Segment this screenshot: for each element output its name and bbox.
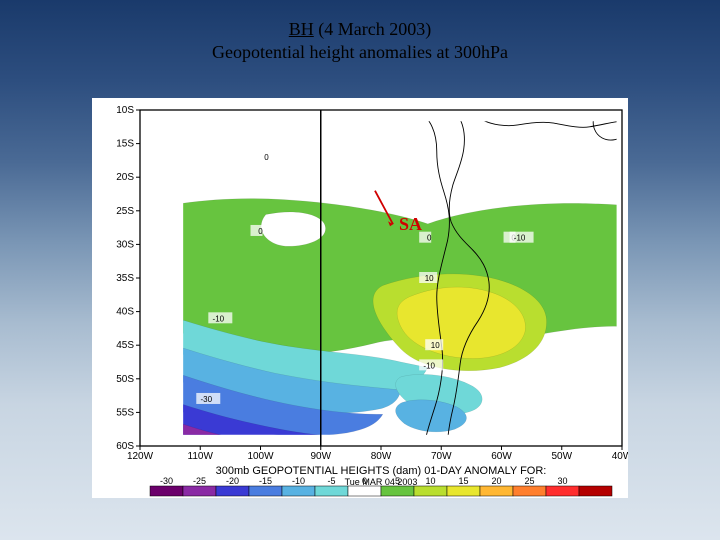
contour-label: -30 (200, 395, 212, 404)
colorbar-swatch (348, 486, 381, 496)
title-prefix: BH (289, 19, 314, 39)
colorbar-swatch (150, 486, 183, 496)
xtick-label: 120W (127, 451, 154, 462)
colorbar-label: -5 (327, 476, 335, 486)
xtick-label: 90W (310, 451, 331, 462)
xtick-label: 70W (431, 451, 452, 462)
colorbar-swatch (183, 486, 216, 496)
contour-label: 0 (258, 227, 263, 236)
xtick-label: 40W (612, 451, 628, 462)
colorbar-swatch (579, 486, 612, 496)
ytick-label: 55S (116, 407, 134, 418)
contour-label: -10 (423, 361, 435, 370)
ytick-label: 30S (116, 239, 134, 250)
contour-label: 10 (425, 274, 434, 283)
colorbar-swatch (480, 486, 513, 496)
colorbar-label: -30 (160, 476, 173, 486)
colorbar-label: 10 (425, 476, 435, 486)
ytick-label: 25S (116, 206, 134, 217)
xtick-label: 60W (491, 451, 512, 462)
colorbar-label: 20 (491, 476, 501, 486)
ytick-label: 40S (116, 307, 134, 318)
colorbar-label: -20 (226, 476, 239, 486)
ytick-label: 45S (116, 340, 134, 351)
colorbar-swatch (381, 486, 414, 496)
footer-sub1: Tue MAR 04 2003 (345, 477, 418, 487)
colorbar-swatch (546, 486, 579, 496)
colorbar-swatch (315, 486, 348, 496)
colorbar-swatch (414, 486, 447, 496)
contour-label: 0 (264, 153, 269, 162)
contour-label: 0 (427, 234, 432, 243)
chart-svg: 0 0 0 0 10 10 -10 -10 -10 -30 SA 10S 15S 20S 25S 30S 35… (92, 98, 628, 498)
chart-panel: 0 0 0 0 10 10 -10 -10 -10 -30 SA 10S 15S 20S 25S 30S 35… (92, 98, 628, 498)
xtick-label: 80W (371, 451, 392, 462)
colorbar-label: 5 (395, 476, 400, 486)
colorbar-label: 0 (362, 476, 367, 486)
title-line1: BH (4 March 2003) (0, 18, 720, 41)
colorbar-swatch (216, 486, 249, 496)
colorbar-swatch (249, 486, 282, 496)
ytick-label: 15S (116, 139, 134, 150)
colorbar-swatch (513, 486, 546, 496)
title-date: (4 March 2003) (314, 19, 431, 39)
colorbar-label: 15 (458, 476, 468, 486)
ytick-label: 35S (116, 273, 134, 284)
colorbar-label: -15 (259, 476, 272, 486)
contour-label: -10 (213, 314, 225, 323)
ytick-label: 20S (116, 172, 134, 183)
colorbar-label: -25 (193, 476, 206, 486)
xtick-label: 100W (247, 451, 274, 462)
xtick-label: 50W (551, 451, 572, 462)
colorbar-swatch (447, 486, 480, 496)
colorbar-label: -10 (292, 476, 305, 486)
sa-label: SA (399, 214, 422, 234)
slide-root: BH (4 March 2003) Geopotential height an… (0, 0, 720, 540)
colorbar-swatch (282, 486, 315, 496)
ytick-label: 50S (116, 374, 134, 385)
colorbar-label: 25 (524, 476, 534, 486)
contour-label: 10 (431, 341, 440, 350)
xtick-label: 110W (188, 451, 214, 462)
title-block: BH (4 March 2003) Geopotential height an… (0, 18, 720, 63)
colorbar-label: 30 (557, 476, 567, 486)
contour-label: -10 (514, 234, 526, 243)
title-subtitle: Geopotential height anomalies at 300hPa (0, 41, 720, 64)
plot-area: 00001010-10-10-10-30SA (140, 110, 622, 446)
ytick-label: 10S (116, 105, 134, 116)
